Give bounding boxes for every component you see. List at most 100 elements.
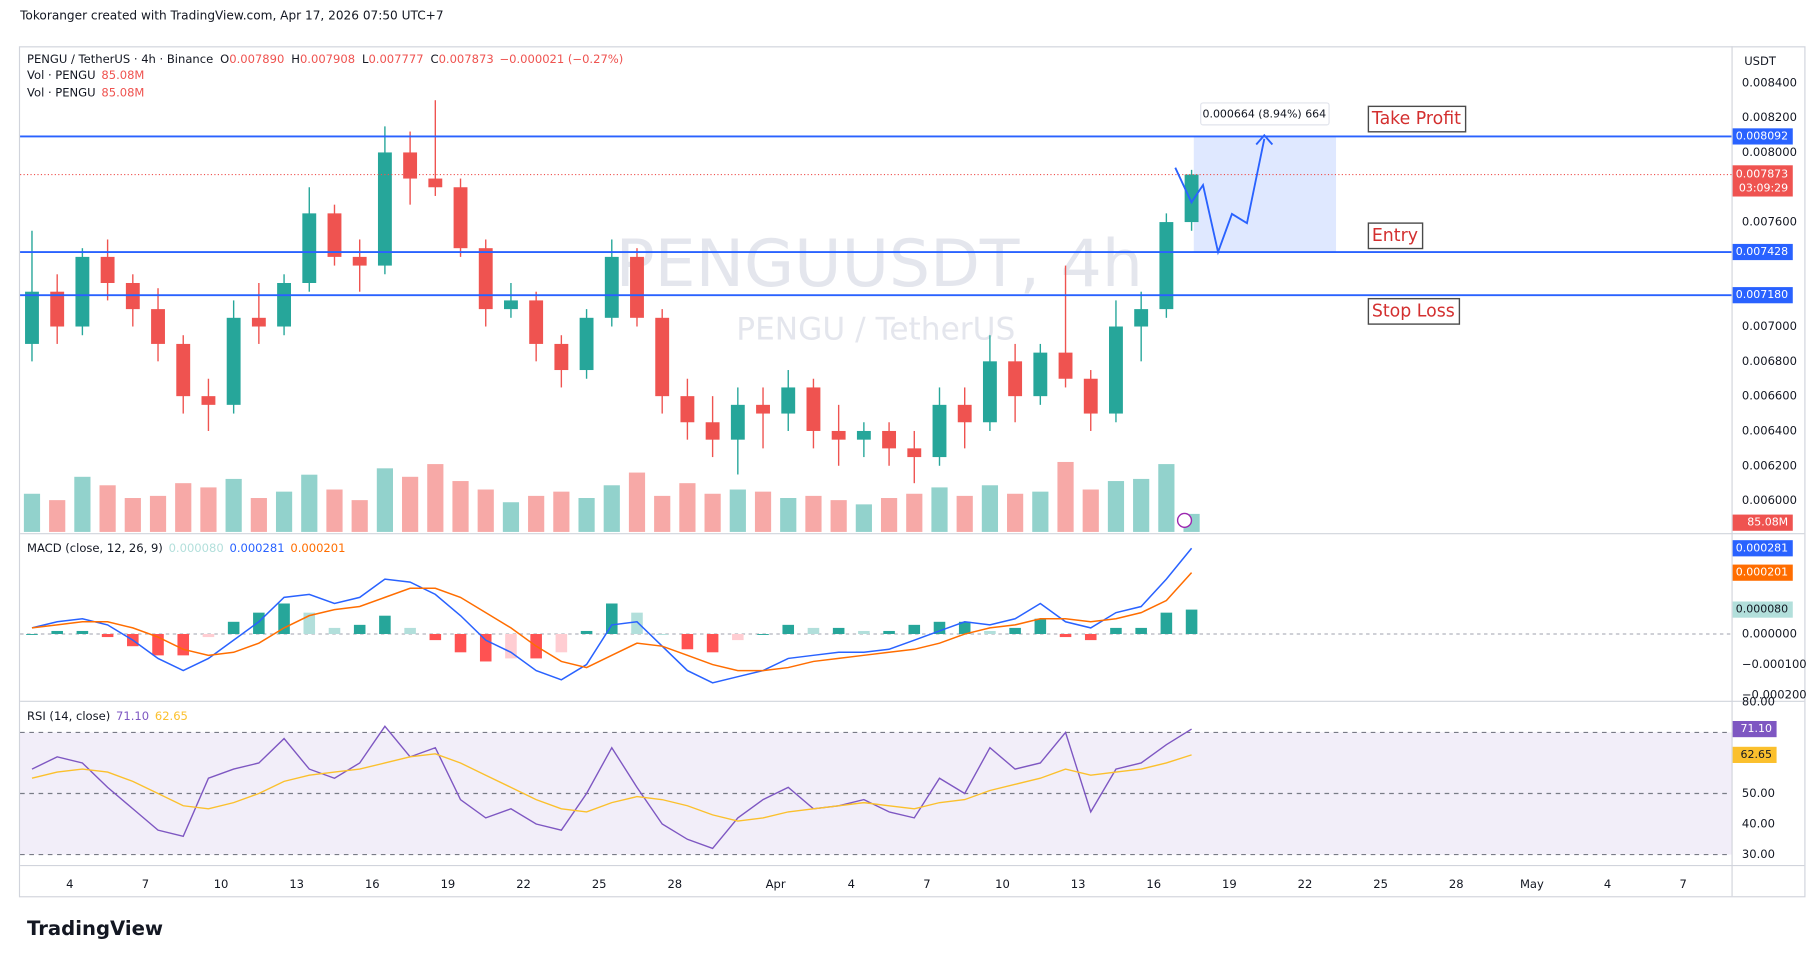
volume-bar bbox=[1082, 489, 1099, 532]
level-name-box bbox=[1367, 105, 1467, 133]
macd-value-label: 0.000080 bbox=[1736, 603, 1788, 616]
x-tick-label: 16 bbox=[365, 877, 380, 891]
volume-bar bbox=[654, 495, 671, 532]
volume-bar bbox=[553, 491, 570, 532]
position-tool-label: 0.000664 (8.94%) 664 bbox=[1202, 107, 1326, 120]
volume-bar bbox=[956, 495, 973, 532]
y-tick-label: 0.008000 bbox=[1742, 145, 1797, 159]
ohlc-key: L bbox=[362, 51, 369, 65]
x-tick-label: 7 bbox=[1679, 877, 1686, 891]
macd-histogram-bar bbox=[858, 630, 870, 635]
volume-value: 85.08M bbox=[101, 85, 144, 99]
volume-bar bbox=[981, 485, 999, 532]
volume-name: Vol · PENGU bbox=[27, 68, 96, 82]
candle-body bbox=[630, 256, 644, 318]
candle-body bbox=[781, 387, 796, 414]
candle-body bbox=[25, 291, 39, 344]
position-tool-label-box bbox=[1200, 102, 1330, 126]
header: Tokoranger created with TradingView.com,… bbox=[19, 9, 443, 23]
ohlc-legend: PENGU / TetherUS · 4h · Binance O0.007890… bbox=[27, 51, 623, 65]
volume-bar bbox=[1158, 464, 1175, 532]
y-tick-label: 0.007600 bbox=[1742, 215, 1797, 229]
volume-bar bbox=[704, 493, 721, 532]
macd-histogram-bar bbox=[51, 630, 63, 635]
macd-histogram-bar bbox=[605, 603, 618, 635]
candle-body bbox=[1083, 378, 1098, 414]
macd-histogram-bar bbox=[202, 634, 215, 638]
x-tick-label: 4 bbox=[1604, 877, 1611, 891]
macd-histogram-bar bbox=[1160, 612, 1173, 635]
rsi-legend-value: 71.10 bbox=[116, 708, 149, 722]
macd-histogram-bar bbox=[656, 634, 668, 635]
level-price-label: 0.007180 bbox=[1736, 288, 1788, 301]
rsi-value-tag bbox=[1732, 746, 1777, 763]
volume-name: Vol · PENGU bbox=[27, 85, 96, 99]
candle-body bbox=[882, 430, 897, 449]
volume-bar bbox=[351, 500, 368, 532]
footer-logo: TradingView bbox=[27, 917, 163, 940]
rsi-title: RSI (14, close) bbox=[27, 708, 110, 722]
volume-legend: Vol · PENGU 85.08M bbox=[27, 68, 144, 82]
candle-body bbox=[428, 178, 443, 188]
y-tick-label: 0.006000 bbox=[1742, 493, 1797, 507]
x-tick-label: 22 bbox=[1298, 877, 1313, 891]
rsi-tick-label: 80.00 bbox=[1742, 694, 1775, 708]
volume-bar bbox=[754, 491, 772, 532]
volume-bar bbox=[880, 498, 898, 532]
ohlc-key: H bbox=[291, 51, 300, 65]
volume-bar bbox=[830, 500, 847, 532]
last-price-tag bbox=[1732, 165, 1793, 197]
macd-histogram-bar bbox=[379, 615, 391, 635]
volume-bar bbox=[250, 498, 267, 532]
macd-histogram-bar bbox=[1009, 627, 1021, 635]
macd-legend: MACD (close, 12, 26, 9) 0.000080 0.000281 0… bbox=[27, 541, 345, 555]
macd-tick-label: −0.000100 bbox=[1742, 657, 1807, 671]
x-tick-label: Apr bbox=[766, 877, 786, 891]
x-tick-label: 25 bbox=[1373, 877, 1388, 891]
volume-bar bbox=[301, 474, 318, 532]
macd-histogram-bar bbox=[1185, 609, 1198, 635]
macd-value-tag bbox=[1732, 564, 1793, 581]
y-tick-label: 0.008200 bbox=[1742, 110, 1797, 124]
currency: USDT bbox=[1744, 54, 1777, 68]
volume-bar bbox=[23, 493, 41, 532]
macd-histogram-bar bbox=[555, 634, 568, 653]
macd-histogram-bar bbox=[303, 612, 316, 635]
x-tick-label: 25 bbox=[592, 877, 607, 891]
volume-bar bbox=[906, 493, 923, 532]
level-tag bbox=[1732, 287, 1793, 304]
x-tick-label: May bbox=[1520, 877, 1544, 891]
level-tag bbox=[1732, 243, 1793, 261]
volume-bar bbox=[225, 478, 242, 532]
x-tick-label: 19 bbox=[1222, 877, 1237, 891]
frame bbox=[18, 46, 1806, 898]
macd-histogram-bar bbox=[505, 634, 517, 659]
candle-body bbox=[478, 248, 493, 310]
candle-body bbox=[504, 300, 518, 310]
volume-bar bbox=[729, 489, 746, 532]
volume-bar bbox=[376, 468, 393, 532]
macd-histogram-bar bbox=[807, 627, 820, 635]
volume-bar bbox=[99, 485, 116, 532]
volume-bar bbox=[1007, 493, 1024, 532]
macd-histogram-bar bbox=[958, 621, 971, 635]
level-name: Entry bbox=[1372, 226, 1418, 246]
watermark-sub: PENGU / TetherUS bbox=[736, 312, 1015, 348]
alert-icon bbox=[1176, 512, 1193, 528]
rsi-value-label: 62.65 bbox=[1741, 748, 1772, 761]
x-tick-label: 10 bbox=[995, 877, 1010, 891]
volume-bar bbox=[49, 500, 66, 532]
x-tick-label: 28 bbox=[667, 877, 682, 891]
watermark: PENGUUSDT, 4h bbox=[616, 227, 1143, 302]
rsi-tick-label: 30.00 bbox=[1742, 847, 1775, 861]
rsi-legend-value: 62.65 bbox=[155, 708, 188, 722]
x-tick-label: 19 bbox=[441, 877, 456, 891]
candle-body bbox=[151, 309, 165, 344]
macd-histogram-bar bbox=[479, 634, 492, 662]
ohlc-key: O bbox=[220, 51, 229, 65]
y-tick-label: 0.006800 bbox=[1742, 354, 1797, 368]
projection-path bbox=[1174, 138, 1266, 256]
candle-body bbox=[579, 317, 594, 371]
ohlc-key: C bbox=[430, 51, 438, 65]
